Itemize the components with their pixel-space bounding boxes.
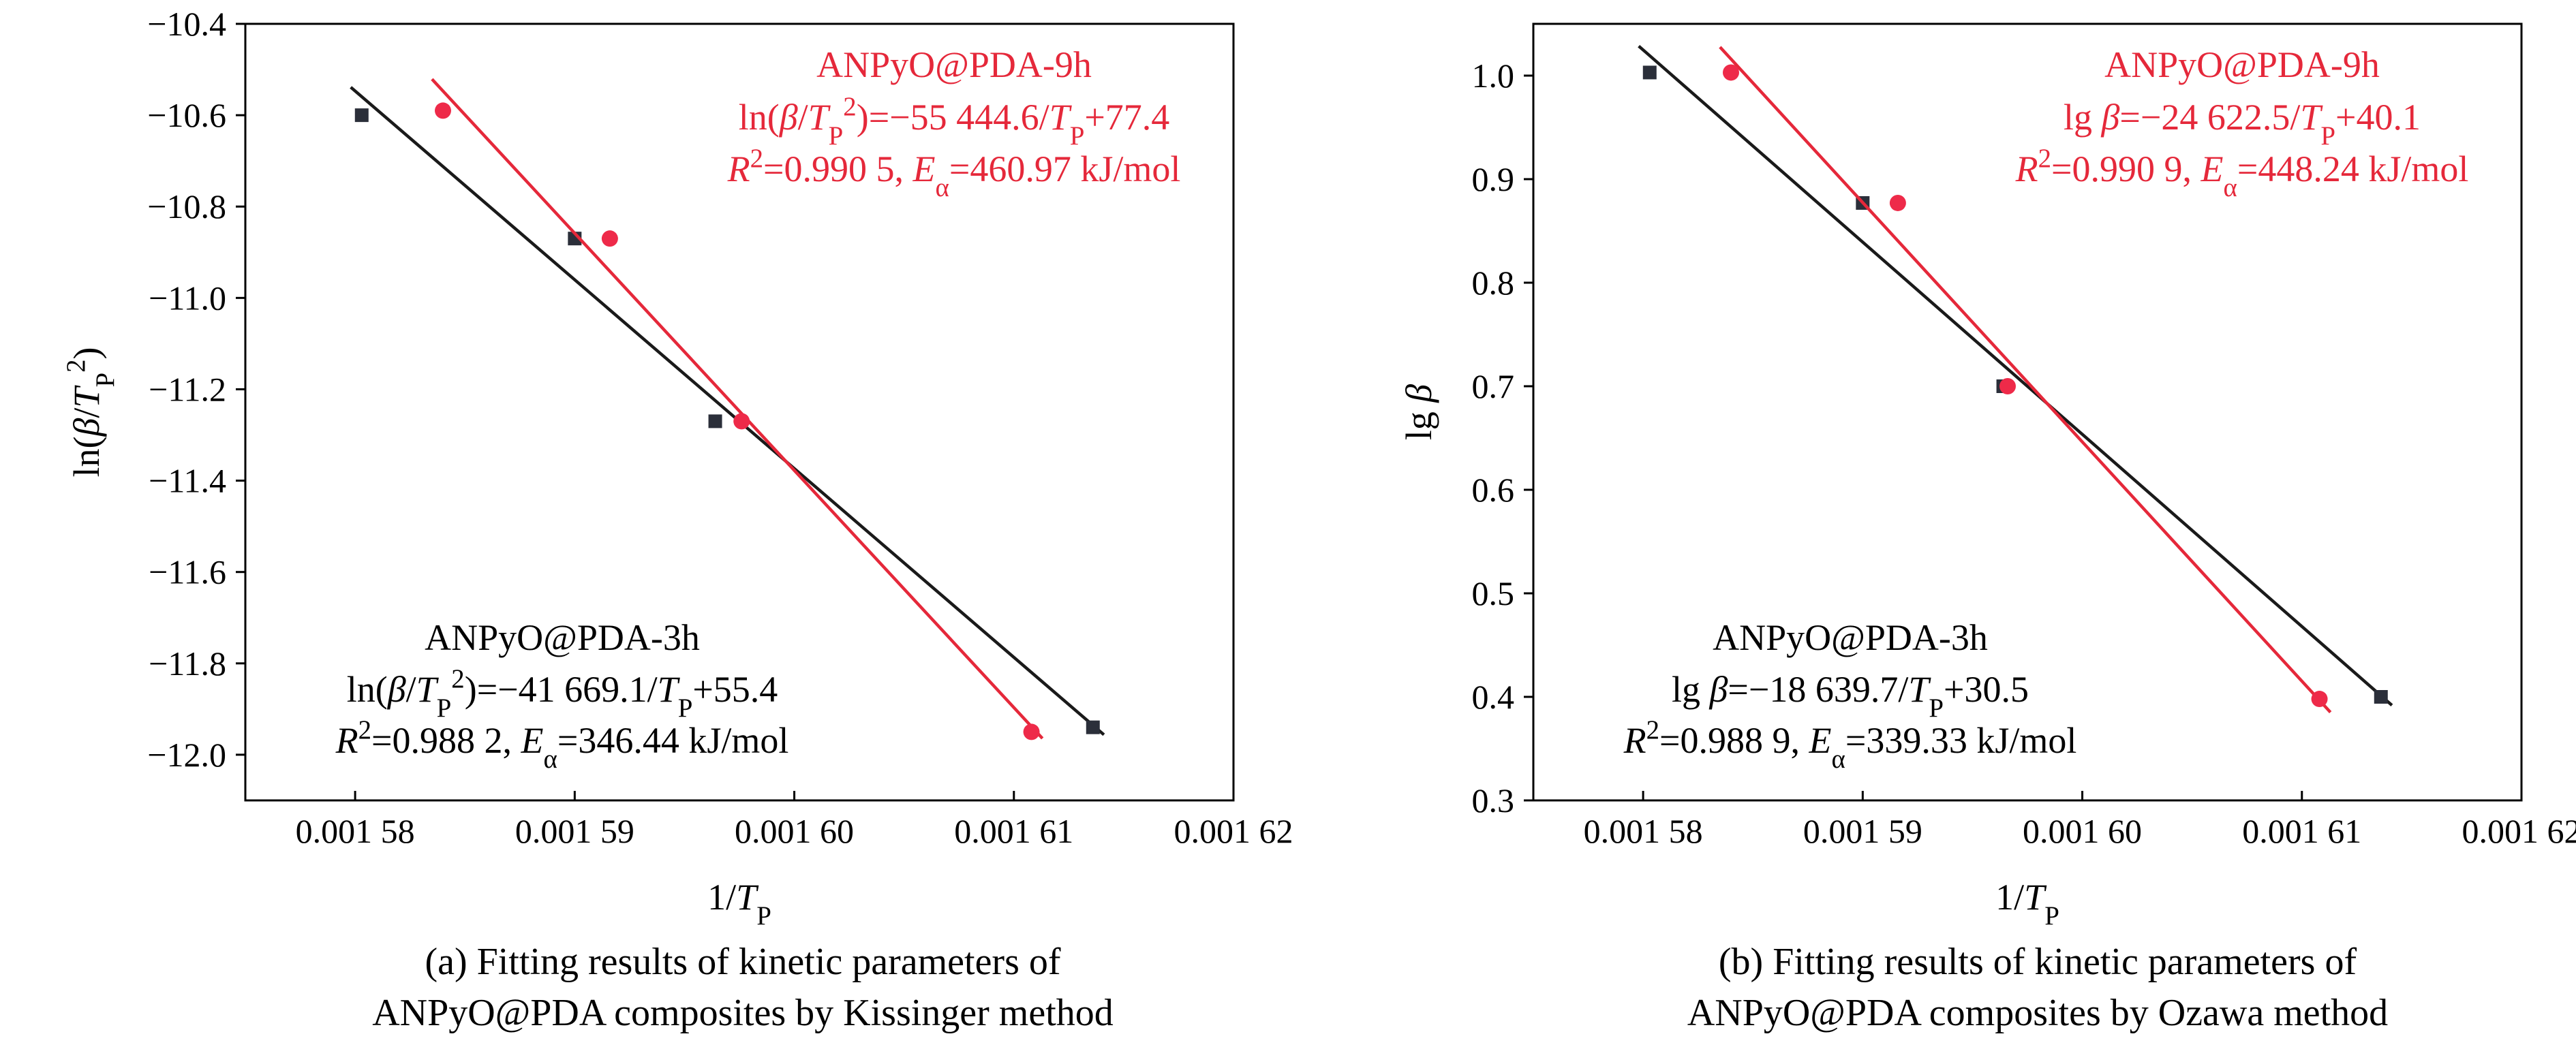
annotation-9h: lg β=−24 622.5/TP+40.1 <box>2064 97 2421 151</box>
plot-frame <box>1532 22 2523 802</box>
x-tick-label: 0.001 62 <box>1174 812 1293 850</box>
annotation-3h: R2=0.988 9, Eα=339.33 kJ/mol <box>1623 715 2077 774</box>
data-point-square <box>1086 720 1100 734</box>
x-tick-label: 0.001 61 <box>954 812 1073 850</box>
data-point-circle <box>1999 378 2016 394</box>
annotation-9h: R2=0.990 9, Eα=448.24 kJ/mol <box>2015 144 2469 202</box>
figure-caption: (b) Fitting results of kinetic parameter… <box>1719 941 2357 983</box>
figure-caption: ANPyO@PDA composites by Ozawa method <box>1687 992 2388 1034</box>
y-tick-label: −11.4 <box>149 462 226 500</box>
annotation-9h: ln(β/TP2)=−55 444.6/TP+77.4 <box>739 92 1170 151</box>
y-tick-label: 1.0 <box>1472 57 1515 95</box>
fit-line <box>1638 44 2393 707</box>
data-point-circle <box>1023 723 1040 740</box>
data-point-square <box>1642 65 1657 80</box>
x-tick-label: 0.001 58 <box>296 812 415 850</box>
y-tick-label: −11.2 <box>149 370 226 408</box>
y-tick-label: 0.3 <box>1472 781 1515 819</box>
fit-line <box>431 78 1044 740</box>
annotation-9h: ANPyO@PDA-9h <box>816 44 1092 85</box>
figure-caption: ANPyO@PDA composites by Kissinger method <box>372 992 1114 1034</box>
data-point-square <box>2374 690 2388 704</box>
y-axis-label: lg β <box>1398 384 1439 441</box>
x-tick-label: 0.001 59 <box>1803 812 1922 850</box>
x-tick-label: 0.001 59 <box>515 812 634 850</box>
annotation-9h: ANPyO@PDA-9h <box>2104 44 2380 85</box>
annotation-3h: ln(β/TP2)=−41 669.1/TP+55.4 <box>347 664 778 723</box>
data-point-square <box>354 108 369 123</box>
annotation-3h: R2=0.988 2, Eα=346.44 kJ/mol <box>335 715 789 774</box>
chart-panel-a: 0.001 58 0.001 59 0.001 60 0.001 61 0.001 62… <box>61 5 1293 1034</box>
data-point-circle <box>1723 64 1739 81</box>
x-tick-label: 0.001 61 <box>2242 812 2361 850</box>
annotation-3h: ANPyO@PDA-3h <box>425 617 700 658</box>
fit-line <box>1719 46 2332 714</box>
plot-frame <box>244 22 1235 802</box>
data-point-circle <box>1889 194 1906 211</box>
figure-caption: (a) Fitting results of kinetic parameter… <box>425 941 1060 983</box>
x-tick-label: 0.001 62 <box>2462 812 2576 850</box>
y-tick-label: 0.8 <box>1472 264 1515 302</box>
annotation-9h: R2=0.990 5, Eα=460.97 kJ/mol <box>727 144 1181 202</box>
y-tick-label: −11.6 <box>149 553 226 591</box>
y-tick-label: −10.6 <box>147 96 226 134</box>
data-point-circle <box>435 102 451 119</box>
data-point-circle <box>733 413 750 430</box>
x-tick-label: 0.001 58 <box>1584 812 1703 850</box>
annotation-3h: ANPyO@PDA-3h <box>1713 617 1988 658</box>
data-point-circle <box>2311 691 2328 708</box>
y-tick-label: 0.6 <box>1472 471 1515 509</box>
y-tick-label: −12.0 <box>147 736 226 774</box>
y-tick-label: −10.8 <box>147 187 226 225</box>
y-tick-label: −11.8 <box>149 644 226 683</box>
y-tick-label: −11.0 <box>149 279 226 317</box>
data-point-circle <box>601 230 618 247</box>
x-axis-label: 1/TP <box>707 877 771 931</box>
data-point-square <box>708 414 722 428</box>
fit-line <box>350 86 1105 736</box>
x-axis-label: 1/TP <box>1995 877 2059 931</box>
y-tick-label: 0.7 <box>1472 367 1515 405</box>
annotation-3h: lg β=−18 639.7/TP+30.5 <box>1672 669 2029 723</box>
x-tick-label: 0.001 60 <box>2023 812 2142 850</box>
y-tick-label: 0.9 <box>1472 160 1515 198</box>
chart-panel-b: 0.001 58 0.001 59 0.001 60 0.001 61 0.001 62… <box>1398 22 2576 1034</box>
y-tick-label: 0.5 <box>1472 574 1515 612</box>
y-tick-label: 0.4 <box>1472 678 1515 716</box>
y-tick-label: −10.4 <box>147 5 226 43</box>
y-axis-label: ln(β/TP2) <box>61 347 120 477</box>
x-tick-label: 0.001 60 <box>735 812 854 850</box>
